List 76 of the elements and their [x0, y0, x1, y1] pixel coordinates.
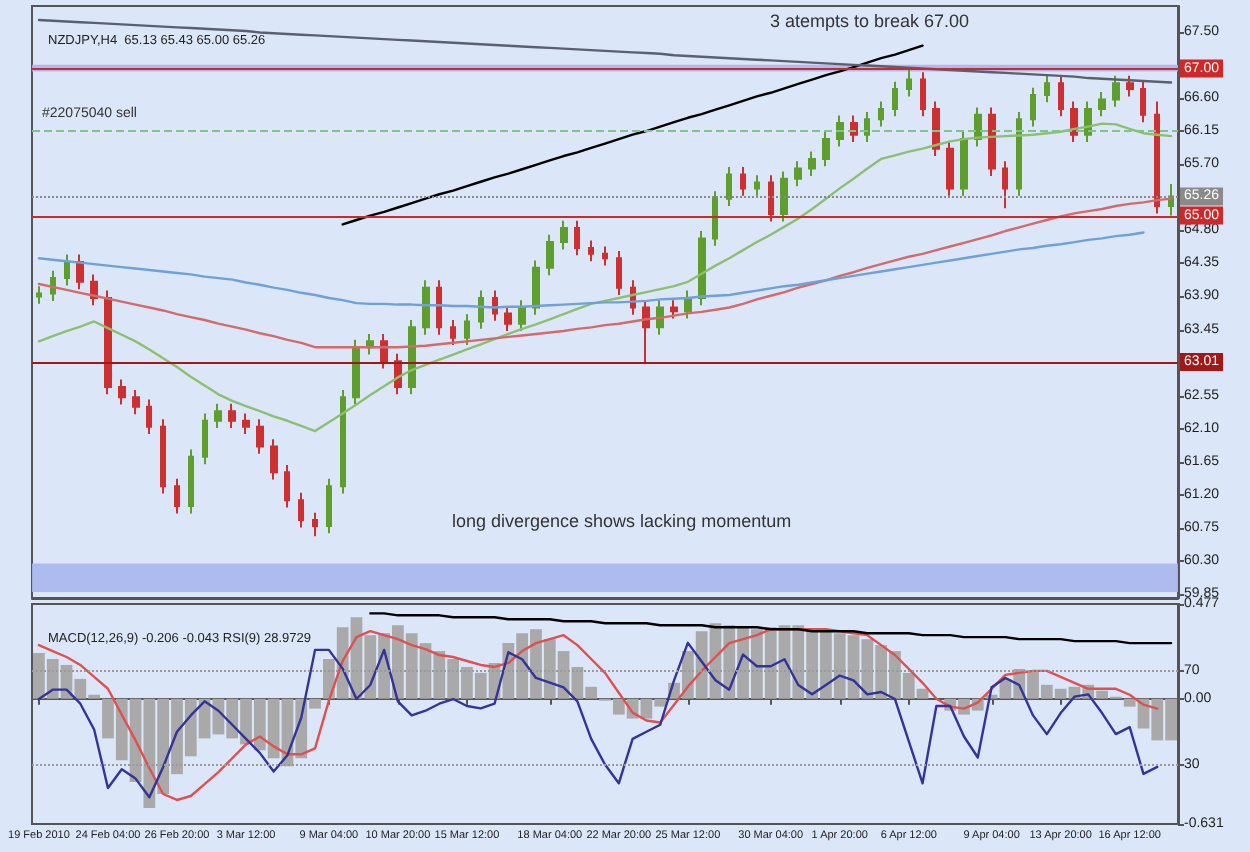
candlestick	[822, 130, 830, 168]
candlestick	[780, 170, 788, 223]
candlestick	[878, 100, 884, 128]
candlestick	[712, 190, 718, 247]
candlestick	[146, 398, 152, 436]
candlestick	[284, 463, 290, 509]
candlestick	[160, 418, 166, 495]
candlestick	[422, 279, 430, 336]
annotation: 3 atempts to break 67.00	[770, 11, 970, 31]
candlestick	[450, 319, 456, 347]
candlestick	[684, 289, 692, 320]
line-series	[37, 231, 1145, 309]
candlestick	[380, 332, 388, 370]
candlestick	[850, 114, 858, 144]
line-series	[369, 612, 1173, 645]
candlestick	[518, 299, 526, 333]
candlestick	[174, 477, 180, 515]
candlestick	[1044, 73, 1050, 104]
candlestick	[532, 259, 540, 316]
candlestick	[464, 313, 470, 347]
candlestick	[504, 305, 512, 333]
candlestick	[478, 289, 484, 330]
line-series	[37, 122, 1173, 433]
candlestick	[36, 285, 42, 305]
candlestick	[270, 438, 278, 481]
candlestick	[960, 130, 968, 197]
candlestick	[588, 239, 594, 263]
candlestick	[256, 418, 264, 455]
annotation: long divergence shows lacking momentum	[452, 511, 792, 531]
candlestick	[214, 402, 222, 430]
line-series	[37, 197, 1173, 349]
candlestick	[1002, 160, 1008, 210]
candlestick	[436, 279, 442, 336]
candlestick	[326, 477, 332, 535]
candlestick	[602, 245, 608, 267]
candlestick	[656, 299, 664, 336]
candlestick	[298, 491, 304, 529]
candlestick	[340, 388, 346, 495]
candlestick	[1030, 86, 1036, 128]
candlestick	[1016, 110, 1022, 197]
candlestick	[104, 289, 112, 396]
candlestick	[1070, 100, 1078, 144]
candlestick	[76, 253, 84, 291]
candlestick	[64, 253, 70, 287]
candlestick	[726, 166, 732, 208]
candlestick	[670, 299, 678, 320]
candlestick	[132, 388, 140, 416]
candlestick	[1098, 91, 1106, 118]
candlestick	[1140, 80, 1146, 124]
candlestick	[1112, 74, 1120, 108]
candlestick	[988, 106, 996, 177]
candlestick	[740, 166, 746, 197]
candlestick	[1126, 74, 1134, 98]
candlestick	[352, 338, 360, 406]
line-series	[341, 44, 924, 226]
candlestick	[1058, 74, 1064, 118]
candlestick	[312, 511, 318, 538]
candlestick	[560, 219, 568, 251]
candlestick	[864, 110, 870, 144]
candlestick	[906, 68, 912, 98]
candlestick	[366, 332, 374, 356]
candlestick	[228, 402, 236, 430]
candlestick	[642, 299, 650, 363]
candlestick	[698, 230, 706, 307]
candlestick	[118, 378, 126, 406]
candlestick	[808, 150, 816, 177]
candlestick	[794, 160, 802, 188]
candlestick	[202, 412, 208, 466]
candlestick	[616, 249, 622, 297]
candlestick	[188, 448, 194, 515]
candlestick	[242, 412, 250, 436]
line-series	[37, 18, 1173, 84]
candlestick	[754, 174, 760, 197]
candlestick	[892, 80, 898, 118]
candlestick	[546, 233, 554, 277]
candlestick	[946, 140, 954, 197]
